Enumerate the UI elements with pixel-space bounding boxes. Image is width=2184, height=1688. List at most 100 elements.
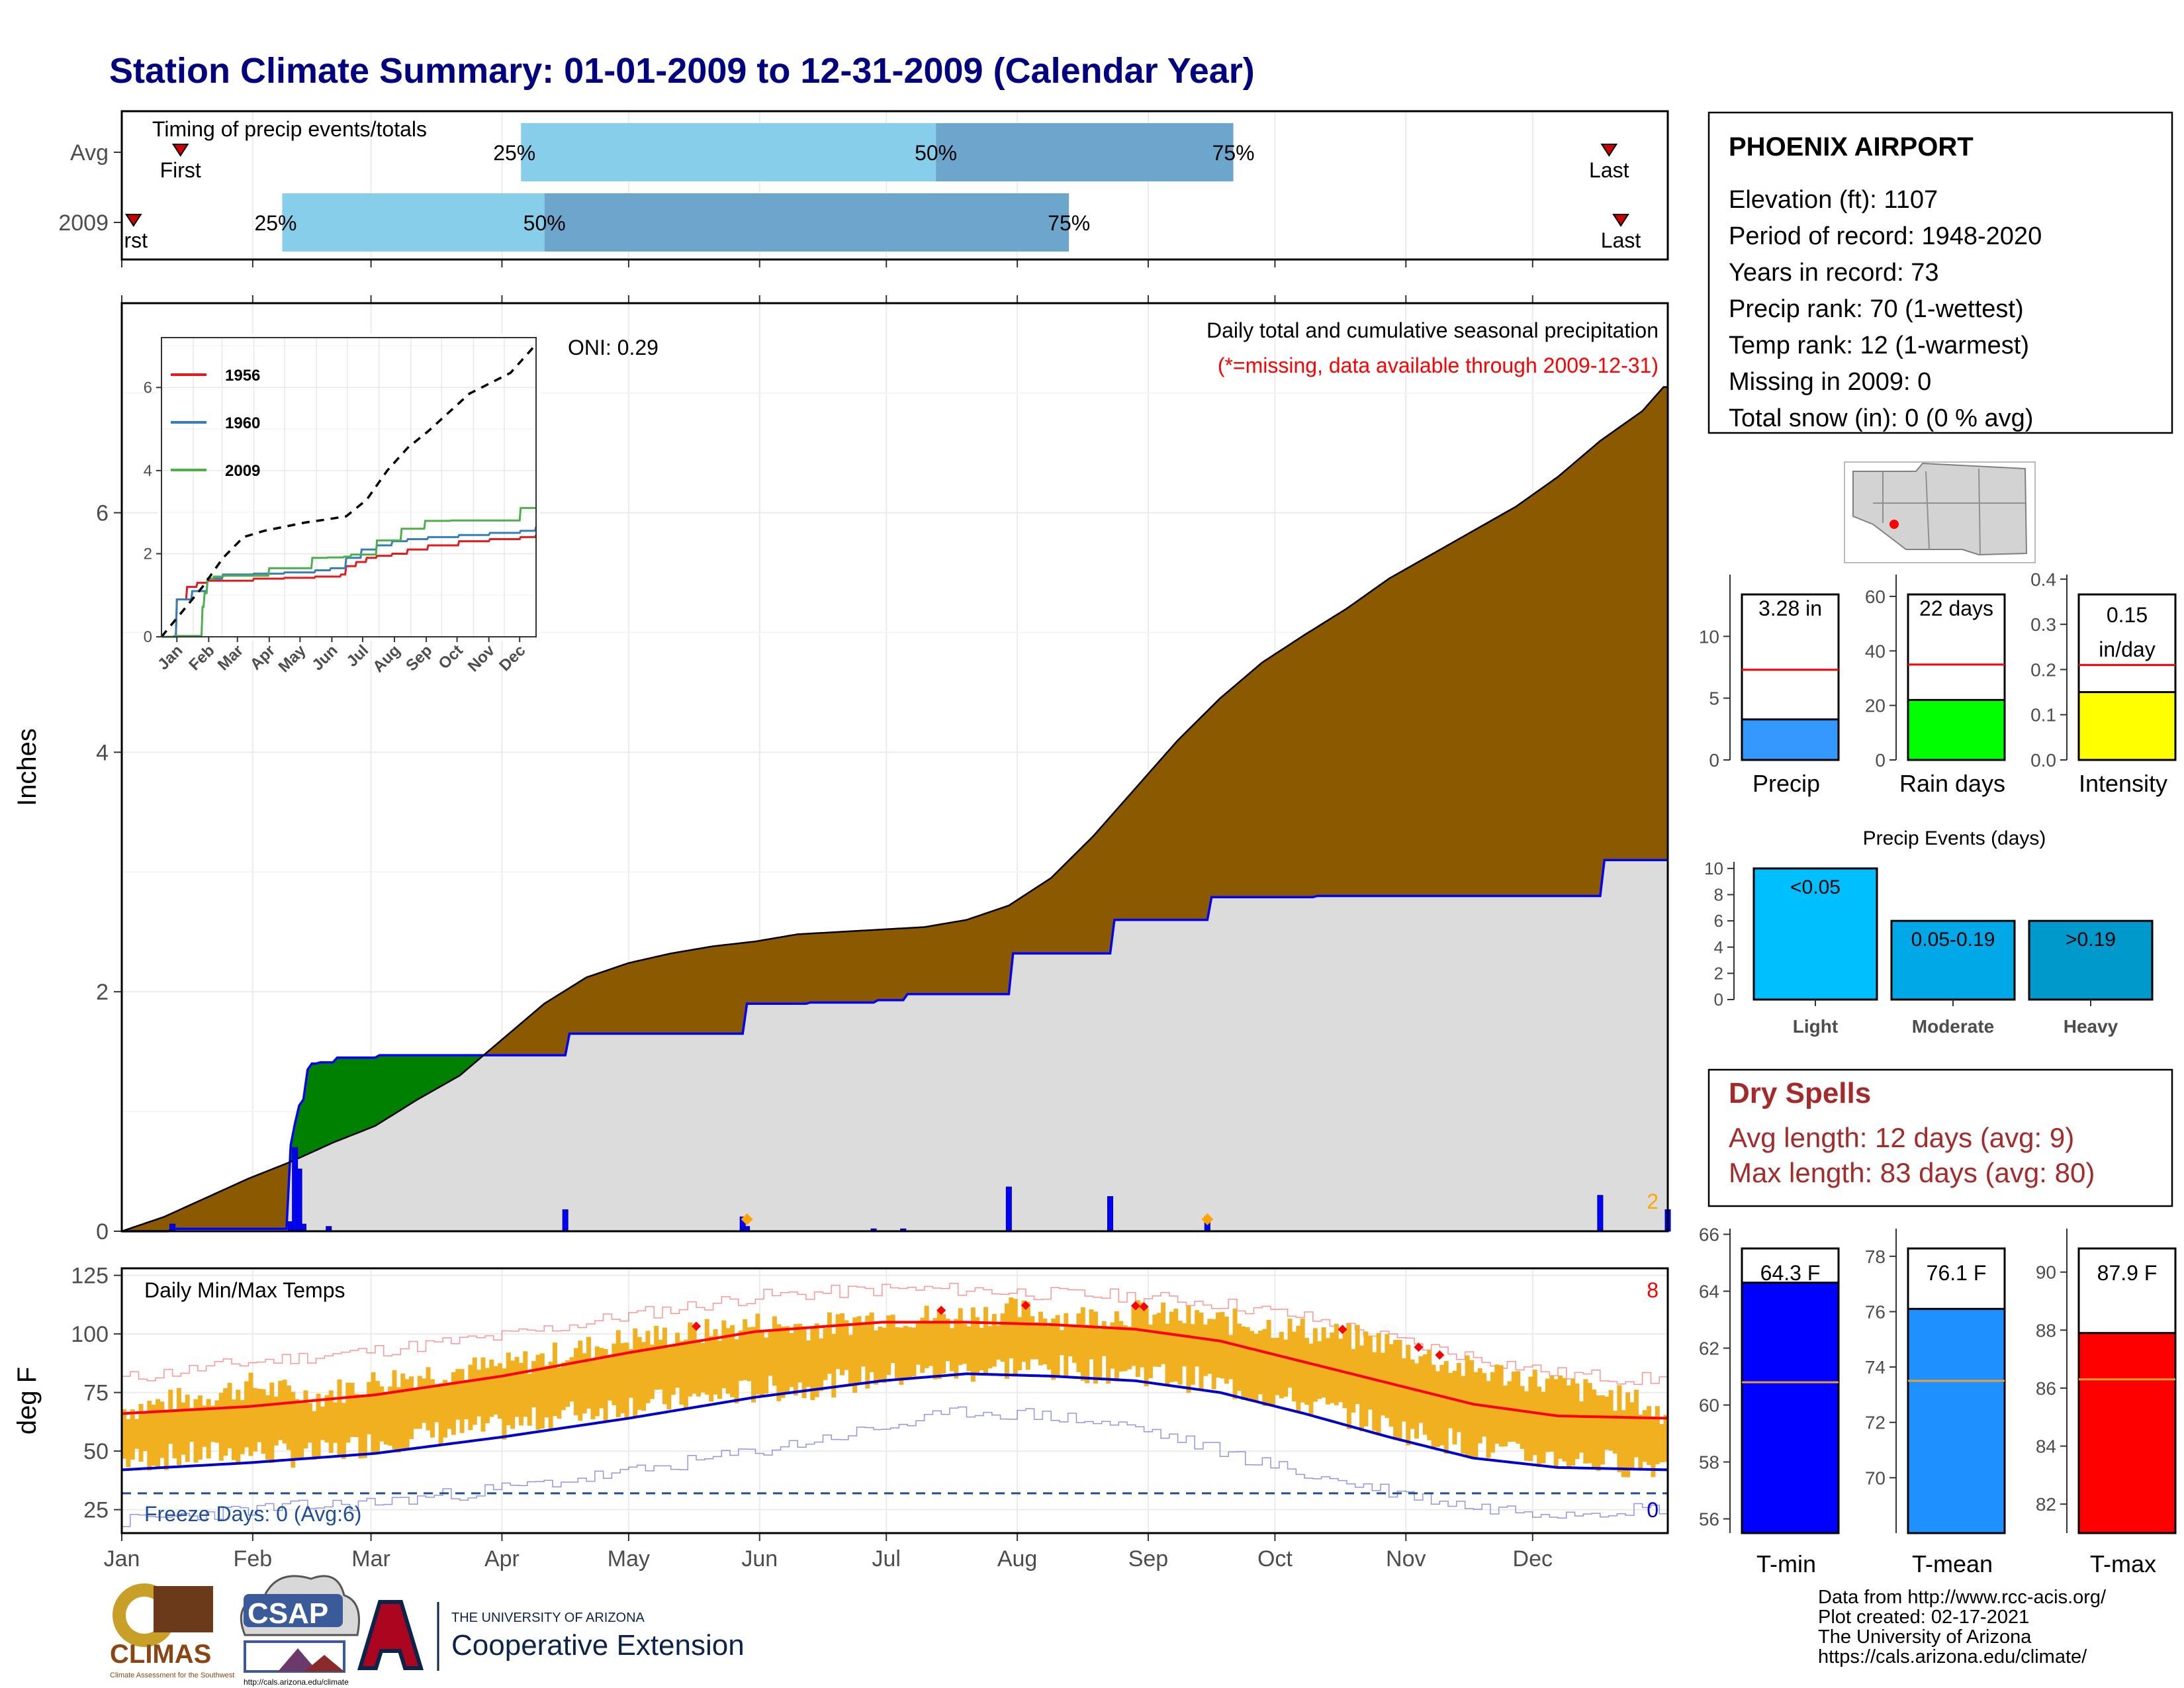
daily-precip-bar (300, 1223, 306, 1232)
daily-temp-bar (768, 1329, 773, 1376)
daily-temp-bar (1093, 1311, 1098, 1384)
dry-spells-avg: Avg length: 12 days (avg: 9) (1729, 1122, 2074, 1153)
station-name: PHOENIX AIRPORT (1729, 132, 1974, 162)
daily-temp-bar (1642, 1410, 1647, 1462)
gauge-tick-label: 0 (1875, 750, 1886, 771)
inset-y-tick-label: 4 (144, 462, 152, 480)
gauge-category-label: Precip (1752, 770, 1820, 797)
gauge-category-label: T-max (2090, 1550, 2156, 1577)
record-high-marker (1414, 1342, 1424, 1352)
gauge-value-label: 22 days (1919, 596, 1993, 620)
daily-temp-bar (362, 1395, 367, 1458)
events-bar (2028, 919, 2154, 1001)
daily-temp-bar (430, 1379, 435, 1438)
inset-series-line (161, 526, 537, 638)
daily-temp-bar (1592, 1389, 1597, 1469)
daily-temp-bar (805, 1340, 811, 1387)
gauge-tick-label: 0 (1709, 750, 1719, 771)
daily-temp-bar (1393, 1340, 1398, 1440)
daily-temp-bar (1076, 1313, 1081, 1372)
daily-temp-bar (282, 1380, 287, 1444)
precip-subtitle: (*=missing, data available through 2009-… (1218, 353, 1659, 377)
temp-x-tick-label: Jan (104, 1546, 140, 1571)
normal-cumulative-line (121, 386, 1668, 1233)
daily-temp-bar (502, 1368, 507, 1440)
daily-temp-bar (1397, 1340, 1402, 1439)
inset-legend-label: 1960 (225, 414, 260, 432)
daily-temp-bar (1596, 1395, 1601, 1472)
daily-temp-bar (578, 1340, 583, 1421)
daily-temp-bar (645, 1331, 651, 1403)
gauge-tick-label: 62 (1699, 1338, 1719, 1359)
daily-temp-bar (202, 1405, 207, 1447)
daily-temp-bar (1431, 1364, 1436, 1448)
climas-text: CLIMAS (110, 1640, 211, 1669)
daily-temp-bar (717, 1340, 722, 1399)
daily-temp-bar (1418, 1356, 1424, 1423)
climas-subtitle: Climate Assessment for the Southwest (110, 1671, 234, 1679)
daily-temp-bar (455, 1369, 461, 1420)
daily-temp-bar (696, 1339, 702, 1397)
gauge-category-label: Intensity (2079, 770, 2167, 797)
daily-temp-bar (227, 1383, 232, 1448)
daily-temp-bar (612, 1343, 617, 1405)
daily-temp-bar (337, 1379, 342, 1457)
temp-x-tick-label: Mar (351, 1546, 390, 1571)
daily-temp-bar (831, 1334, 837, 1398)
station-snow: Total snow (in): 0 (0 % avg) (1729, 404, 2033, 432)
daily-temp-bar (1173, 1309, 1179, 1382)
daily-temp-bar (1663, 1415, 1668, 1462)
record-min-line (122, 1406, 1668, 1527)
daily-temp-bar (1224, 1316, 1229, 1384)
timing-label-25: 25% (493, 141, 535, 165)
daily-temp-bar (218, 1393, 224, 1461)
dry-spells-title: Dry Spells (1729, 1077, 1871, 1109)
timing-marker (171, 144, 189, 157)
daily-temp-bar (1064, 1313, 1069, 1376)
daily-temp-bar (764, 1337, 769, 1394)
temp-y-tick-label: 125 (71, 1264, 109, 1289)
daily-temp-bar (1570, 1378, 1576, 1466)
gauge-tick-label: 88 (2036, 1320, 2056, 1340)
daily-temp-bar (181, 1402, 186, 1455)
daily-temp-bar (1122, 1325, 1128, 1372)
dry-spells-box: Dry Spells Avg length: 12 days (avg: 9) … (1707, 1068, 2173, 1207)
normal-max-line (121, 1321, 1668, 1420)
record-high-marker (936, 1305, 946, 1315)
daily-temp-bar (1106, 1329, 1111, 1384)
daily-temp-bar (1009, 1297, 1014, 1358)
daily-temp-bar (506, 1352, 511, 1425)
daily-temp-bar (1617, 1385, 1622, 1473)
daily-temp-bar (594, 1346, 600, 1417)
daily-temp-bar (1135, 1300, 1140, 1378)
daily-temp-bar (1271, 1338, 1276, 1407)
daily-temp-bar (1613, 1411, 1618, 1454)
daily-temp-bar (147, 1401, 152, 1471)
record-high-marker (1435, 1350, 1445, 1360)
gauge-value-bar (2077, 691, 2177, 761)
gauge-tick-label: 70 (1865, 1468, 1886, 1488)
daily-temp-bar (747, 1327, 752, 1382)
daily-temp-bar (257, 1388, 262, 1442)
daily-temp-bar (666, 1347, 672, 1410)
daily-temp-bar (856, 1316, 862, 1383)
ua-large-text: Cooperative Extension (451, 1629, 745, 1662)
gauge-value-label: 3.28 in (1758, 596, 1822, 620)
daily-temp-bar (603, 1348, 608, 1422)
daily-temp-bar (210, 1405, 216, 1442)
daily-temp-bar (142, 1411, 148, 1451)
daily-temp-bar (134, 1419, 140, 1449)
daily-temp-bar (819, 1338, 824, 1391)
daily-temp-bar (371, 1372, 376, 1453)
precip-title: Daily total and cumulative seasonal prec… (1206, 318, 1659, 342)
daily-temp-bar (383, 1391, 388, 1445)
events-bar (1890, 919, 2016, 1001)
daily-temp-bar (273, 1396, 279, 1446)
daily-temp-bar (670, 1346, 676, 1395)
daily-temp-bar (895, 1327, 899, 1380)
daily-temp-bar (814, 1323, 819, 1397)
timing-row-label: Avg (70, 140, 109, 165)
precip-y-tick-label: 0 (96, 1219, 109, 1244)
inset-series-line (161, 506, 536, 638)
